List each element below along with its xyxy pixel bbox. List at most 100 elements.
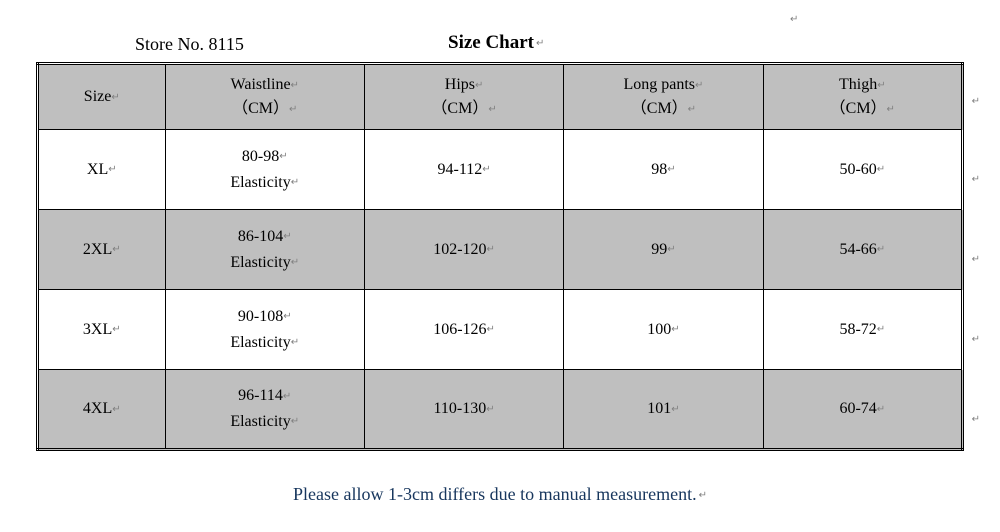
cell-long-pants: 99↵ — [564, 210, 763, 290]
cell-long-pants: 101↵ — [564, 370, 763, 450]
paragraph-mark-icon: ↵ — [671, 404, 679, 415]
cell-text: 106-126 — [433, 321, 486, 338]
cell-thigh: 60-74↵ — [763, 370, 962, 450]
header-row: Store No. 8115 Size Chart↵ — [0, 32, 1000, 62]
table-row: 3XL↵ 90-108↵ Elasticity↵ 106-126↵ 100↵ 5… — [38, 290, 963, 370]
cell-text: 80-98 — [242, 148, 279, 165]
col-header-text: Hips — [445, 76, 475, 93]
col-header-text: Size — [84, 88, 112, 105]
col-header-unit: （CM） — [431, 100, 488, 117]
paragraph-mark-icon: ↵ — [487, 324, 495, 335]
cell-size: 4XL↵ — [38, 370, 166, 450]
col-header-thigh: Thigh↵ （CM）↵ — [763, 64, 962, 130]
cell-size: 2XL↵ — [38, 210, 166, 290]
cell-waistline: 96-114↵ Elasticity↵ — [165, 370, 364, 450]
paragraph-mark-icon: ↵ — [291, 335, 299, 351]
paragraph-mark-icon: ↵ — [671, 324, 679, 335]
paragraph-mark-icon: ↵ — [108, 164, 116, 175]
footer-note-text: Please allow 1-3cm differs due to manual… — [293, 484, 697, 504]
col-header-text: Long pants — [623, 76, 695, 93]
col-header-long-pants: Long pants↵ （CM）↵ — [564, 64, 763, 130]
paragraph-mark-icon: ↵ — [283, 309, 291, 325]
cell-size: XL↵ — [38, 130, 166, 210]
store-label: Store No. 8115 — [135, 34, 244, 55]
paragraph-mark-icon: ↵ — [112, 324, 120, 335]
cell-text: XL — [87, 161, 108, 178]
size-chart-table: Size↵ Waistline↵ （CM）↵ Hips↵ （CM）↵ Long … — [36, 62, 964, 451]
table-body: XL↵ 80-98↵ Elasticity↵ 94-112↵ 98↵ 50-60… — [38, 130, 963, 450]
cell-text: 54-66 — [839, 241, 876, 258]
paragraph-mark-icon: ↵ — [283, 389, 291, 405]
paragraph-mark-icon: ↵ — [972, 174, 980, 185]
paragraph-mark-icon: ↵ — [688, 102, 696, 117]
paragraph-mark-icon: ↵ — [790, 14, 798, 25]
col-header-waistline: Waistline↵ （CM）↵ — [165, 64, 364, 130]
cell-hips: 94-112↵ — [364, 130, 563, 210]
cell-text: 58-72 — [839, 321, 876, 338]
col-header-text: Thigh — [839, 76, 877, 93]
cell-text: 90-108 — [238, 308, 283, 325]
cell-text: 60-74 — [839, 400, 876, 417]
cell-text: 110-130 — [434, 400, 487, 417]
cell-size: 3XL↵ — [38, 290, 166, 370]
col-header-hips: Hips↵ （CM）↵ — [364, 64, 563, 130]
paragraph-mark-icon: ↵ — [536, 38, 544, 49]
paragraph-mark-icon: ↵ — [488, 102, 496, 117]
paragraph-mark-icon: ↵ — [482, 164, 490, 175]
cell-hips: 110-130↵ — [364, 370, 563, 450]
paragraph-mark-icon: ↵ — [667, 244, 675, 255]
cell-text: 102-120 — [433, 241, 486, 258]
paragraph-mark-icon: ↵ — [291, 414, 299, 430]
col-header-size: Size↵ — [38, 64, 166, 130]
size-chart-table-wrap: Size↵ Waistline↵ （CM）↵ Hips↵ （CM）↵ Long … — [36, 62, 964, 451]
paragraph-mark-icon: ↵ — [972, 334, 980, 345]
cell-text: 100 — [647, 321, 671, 338]
paragraph-mark-icon: ↵ — [877, 164, 885, 175]
paragraph-mark-icon: ↵ — [291, 78, 299, 93]
chart-title: Size Chart↵ — [448, 32, 544, 54]
cell-text: 4XL — [83, 400, 112, 417]
cell-long-pants: 98↵ — [564, 130, 763, 210]
footer-note: Please allow 1-3cm differs due to manual… — [0, 484, 1000, 505]
cell-waistline: 86-104↵ Elasticity↵ — [165, 210, 364, 290]
cell-text: 3XL — [83, 321, 112, 338]
table-row: 4XL↵ 96-114↵ Elasticity↵ 110-130↵ 101↵ 6… — [38, 370, 963, 450]
cell-text: 101 — [647, 400, 671, 417]
paragraph-mark-icon: ↵ — [291, 255, 299, 271]
cell-hips: 102-120↵ — [364, 210, 563, 290]
cell-text: 96-114 — [238, 387, 283, 404]
paragraph-mark-icon: ↵ — [877, 244, 885, 255]
cell-thigh: 54-66↵ — [763, 210, 962, 290]
paragraph-mark-icon: ↵ — [475, 78, 483, 93]
col-header-unit: （CM） — [232, 100, 289, 117]
cell-subtext: Elasticity — [230, 174, 290, 191]
cell-text: 86-104 — [238, 228, 283, 245]
paragraph-mark-icon: ↵ — [877, 78, 885, 93]
cell-text: 94-112 — [438, 161, 483, 178]
table-row: 2XL↵ 86-104↵ Elasticity↵ 102-120↵ 99↵ 54… — [38, 210, 963, 290]
paragraph-mark-icon: ↵ — [112, 244, 120, 255]
cell-thigh: 50-60↵ — [763, 130, 962, 210]
cell-subtext: Elasticity — [230, 413, 290, 430]
paragraph-mark-icon: ↵ — [279, 149, 287, 165]
cell-text: 98 — [651, 161, 667, 178]
cell-hips: 106-126↵ — [364, 290, 563, 370]
paragraph-mark-icon: ↵ — [111, 90, 119, 105]
cell-waistline: 90-108↵ Elasticity↵ — [165, 290, 364, 370]
cell-subtext: Elasticity — [230, 334, 290, 351]
cell-long-pants: 100↵ — [564, 290, 763, 370]
paragraph-mark-icon: ↵ — [695, 78, 703, 93]
paragraph-mark-icon: ↵ — [112, 404, 120, 415]
col-header-unit: （CM） — [631, 100, 688, 117]
paragraph-mark-icon: ↵ — [972, 414, 980, 425]
paragraph-mark-icon: ↵ — [972, 96, 980, 107]
paragraph-mark-icon: ↵ — [667, 164, 675, 175]
cell-text: 50-60 — [839, 161, 876, 178]
paragraph-mark-icon: ↵ — [877, 324, 885, 335]
table-header-row: Size↵ Waistline↵ （CM）↵ Hips↵ （CM）↵ Long … — [38, 64, 963, 130]
paragraph-mark-icon: ↵ — [291, 175, 299, 191]
cell-subtext: Elasticity — [230, 254, 290, 271]
table-row: XL↵ 80-98↵ Elasticity↵ 94-112↵ 98↵ 50-60… — [38, 130, 963, 210]
col-header-text: Waistline — [231, 76, 291, 93]
paragraph-mark-icon: ↵ — [699, 490, 707, 501]
